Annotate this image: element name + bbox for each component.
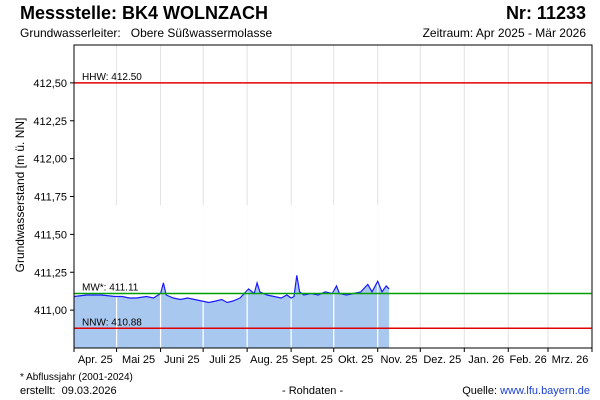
y-tick-label-4: 411,50: [34, 229, 67, 241]
x-tick-label-7: Nov. 25: [380, 354, 417, 366]
series-line: [73, 275, 390, 304]
created-label: erstellt:: [20, 385, 56, 397]
x-tick-label-2: Juni 25: [164, 354, 199, 366]
x-tick-label-6: Okt. 25: [338, 354, 373, 366]
y-axis-label: Grundwasserstand [m ü. NN]: [13, 117, 27, 273]
x-tick-label-4: Aug. 25: [250, 354, 288, 366]
aquifer-label: Grundwasserleiter:: [20, 26, 121, 40]
y-tick-label-2: 412,00: [33, 154, 67, 166]
source: Quelle: www.lfu.bayern.de: [462, 385, 590, 397]
x-tick-label-10: Feb. 26: [509, 354, 546, 366]
x-tick-label-3: Juli 25: [209, 354, 241, 366]
reference-label-1: MW*: 411.11: [82, 282, 139, 293]
y-tick-label-1: 412,25: [33, 116, 67, 128]
x-tick-label-8: Dez. 25: [423, 354, 461, 366]
station-number: Nr: 11233: [505, 3, 586, 23]
series-area: [74, 275, 390, 348]
created-date: erstellt: 09.03.2026: [20, 385, 117, 397]
period-range: Zeitraum: Apr 2025 - Mär 2026: [422, 26, 586, 40]
station-title: Messstelle: BK4 WOLNZACH: [20, 3, 269, 23]
y-tick-label-6: 411,00: [34, 305, 67, 317]
created-value: 09.03.2026: [61, 385, 117, 397]
x-tick-label-0: Apr. 25: [78, 354, 113, 366]
plot-frame: [73, 44, 593, 349]
reference-label-2: NNW: 410.88: [82, 317, 142, 328]
rawdata-note: - Rohdaten -: [282, 385, 344, 397]
y-tick-label-0: 412,50: [33, 78, 67, 90]
reference-label-0: HHW: 412.50: [82, 72, 142, 83]
x-tick-label-1: Mai 25: [122, 354, 155, 366]
y-tick-label-3: 411,75: [34, 192, 67, 204]
y-tick-label-5: 411,25: [34, 267, 67, 279]
source-label: Quelle:: [462, 385, 498, 397]
aquifer-info: Grundwasserleiter: Obere Süßwassermolass…: [20, 26, 272, 40]
footnote: * Abflussjahr (2001-2024): [20, 372, 133, 383]
aquifer-value: Obere Süßwassermolasse: [130, 26, 273, 40]
x-tick-label-11: Mrz. 26: [552, 354, 589, 366]
x-tick-label-5: Sept. 25: [292, 354, 333, 366]
source-link[interactable]: www.lfu.bayern.de: [500, 385, 590, 397]
x-tick-label-9: Jan. 26: [468, 354, 504, 366]
